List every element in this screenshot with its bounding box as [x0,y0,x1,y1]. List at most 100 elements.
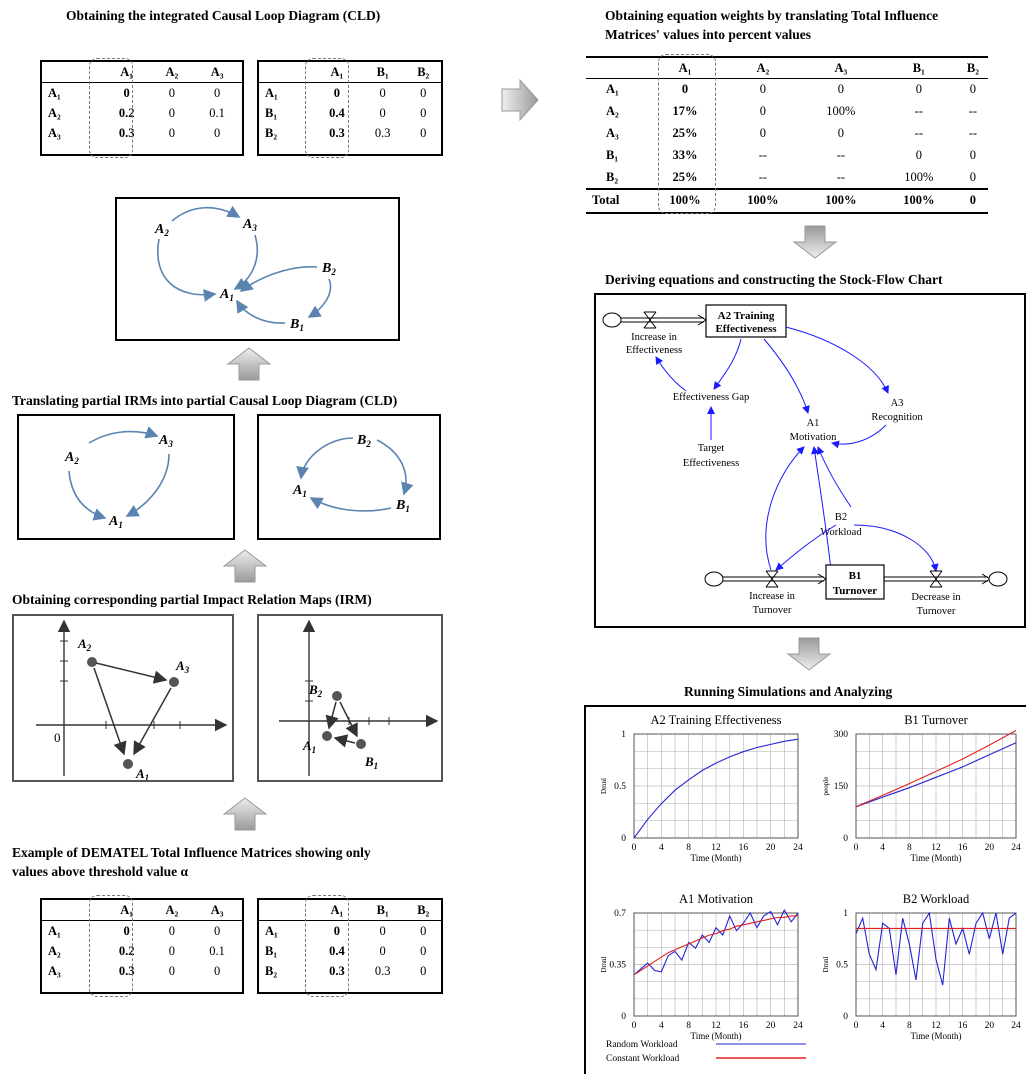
matrix-row: B₁ 0.4 0 0 [259,941,441,961]
matrix-row-label: A₁ [265,85,278,100]
matrix-row-label: A₃ [48,125,61,140]
x-tick-label: 0 [632,843,637,853]
matrix-row: A₂ 0.2 0 0.1 [42,941,242,961]
weights-corner [586,57,646,79]
weights-cell: -- [968,104,978,118]
matrix-cell: 0 [123,85,130,100]
weights-title-line1: Obtaining equation weights by translatin… [605,8,939,23]
matrix-cell: 0 [420,963,427,978]
matrix-cell: 0.4 [329,105,345,120]
matrix-row: A₁ 0 0 0 [42,921,242,942]
weights-row: A₁ 0 0 0 0 0 [586,79,988,101]
stock-flow-panel: A2 Training Effectiveness Increase in Ef… [594,293,1026,628]
down-arrow-1 [792,225,838,259]
matrix-cell: 0 [168,125,176,140]
y-axis-label: people [822,777,830,796]
matrix-cell: 0 [333,923,341,938]
matrix-cell: 0.3 [329,125,345,140]
irm-a-arrow-a2-a3 [95,662,168,684]
matrix-cell: 0 [213,125,221,140]
weights-row-label: B₂ [606,169,619,184]
simulations-title: Running Simulations and Analyzing [684,684,893,699]
matrix-cell: 0 [168,963,176,978]
weights-total-row: Total 100% 100% 100% 100% 0 [586,188,988,213]
irm-panel-a: 0 A2 A3 A1 [12,614,234,782]
pcld-a-node-a2: A2 [64,450,79,466]
top-matrix-b-highlight [305,58,349,158]
matrix-cell: 0 [168,943,176,958]
matrix-row-label: A₂ [48,105,61,120]
x-tick-label: 4 [659,843,664,853]
legend-random-label: Random Workload [606,1040,678,1050]
y-tick-label: 0.35 [609,961,626,971]
matrix-cell: 0 [213,923,221,938]
weights-row-label: A₁ [606,82,619,97]
x-tick-label: 4 [880,1021,885,1031]
pcld-b-arrow-b2-a1 [296,437,354,480]
matrix-cell: 0 [420,85,427,100]
weights-col-header: B₁ [879,57,958,79]
top-matrix-b: A₁ B₁ B₂ A₁ 0 0 0 B₁ 0.4 0 0 B₂ 0.3 0.3 0 [257,60,443,156]
x-tick-label: 24 [1011,843,1021,853]
cld-node-a3: A3 [242,217,257,233]
stock-a2-training-effectiveness [705,304,787,338]
sf-b2-1: B2 [835,512,847,523]
cld-arrow-b2-b1 [307,278,332,318]
weights-cell: 0 [915,148,922,162]
top-matrix-a-highlight [89,58,133,158]
matrix-row-label: A₁ [265,923,278,938]
matrix-cell: 0 [379,943,386,958]
irm-a-arrow-a2-a1 [93,667,127,756]
weights-highlight [658,54,716,214]
matrix-row: B₂ 0.3 0.3 0 [259,123,441,143]
x-tick-label: 0 [854,1021,859,1031]
matrix-corner [42,900,102,921]
weights-total-cell: 100% [669,193,701,207]
weights-row: B₂ 25% -- -- 100% 0 [586,167,988,189]
stock-b1-turnover [825,564,885,600]
sf-b1-line1: B1 [849,570,862,582]
weights-cell: 0 [837,82,844,97]
matrix-cell: 0 [168,105,176,120]
pcld-a-node-a3: A3 [158,433,173,449]
matrix-cell: 0.3 [118,963,135,978]
matrix-cell: 0 [420,125,427,140]
valve-increase-turnover-icon [765,570,779,588]
weights-cell: 33% [672,148,698,162]
weights-cell: 0 [681,82,689,97]
sf-b1-line2: Turnover [833,585,877,597]
weights-cell: 0 [837,126,844,140]
plot-frame [633,733,799,839]
x-tick-label: 20 [985,843,995,853]
y-tick-label: 1 [843,909,848,919]
matrix-col-header: B₁ [359,900,406,921]
matrix-col-header: B₁ [359,62,406,83]
matrix-row-label: B₂ [265,125,278,140]
y-tick-label: 0.5 [614,782,626,792]
weights-cell: 0 [969,169,977,184]
x-tick-label: 8 [907,1021,912,1031]
weights-table-wrap: A₁ A₂ A₃ B₁ B₂ A₁ 0 0 0 0 0 A₂ 17% 0 100% -- -- A₃ 25% 0 0 --… [586,56,988,216]
legend-constant-label: Constant Workload [606,1054,679,1064]
y-tick-label: 150 [834,782,849,792]
chart-title: B1 Turnover [904,713,968,727]
matrix-row-label: A₁ [48,85,61,100]
matrix-col-header: A₂ [151,62,193,83]
matrix-cell: 0 [213,85,221,100]
y-tick-label: 300 [834,730,849,740]
matrix-cell: 0.3 [374,125,391,140]
matrix-cell: 0.2 [118,943,135,958]
x-tick-label: 16 [739,1021,749,1031]
matrix-col-header: B₂ [405,62,441,83]
x-tick-label: 12 [931,843,941,853]
weights-cell: 0 [969,82,977,97]
weights-total-cell: 100% [825,193,857,207]
sf-a1-2: Motivation [790,432,837,443]
x-tick-label: 16 [958,843,968,853]
sf-a1-1: A1 [807,418,820,429]
weights-cell: -- [758,148,768,162]
sf-eff-gap: Effectiveness Gap [673,392,749,403]
y-tick-label: 0 [843,834,848,844]
matrix-cell: 0.1 [209,105,225,120]
up-arrow-2 [222,549,268,583]
